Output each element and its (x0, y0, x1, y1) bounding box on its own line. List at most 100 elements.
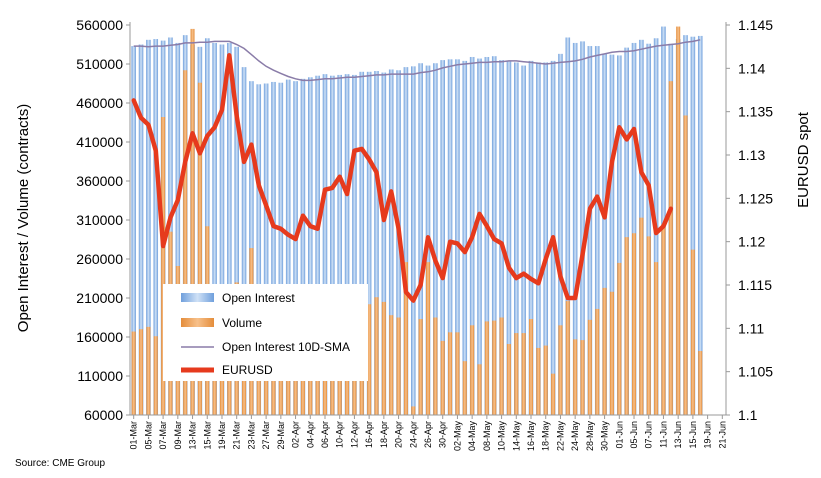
volume-bar (558, 325, 563, 415)
left-tick-label: 260000 (76, 251, 123, 267)
x-tick-label: 16-May (526, 421, 536, 452)
volume-bar (153, 336, 158, 415)
open-interest-bar (352, 74, 357, 416)
x-tick-label: 21-Mar (232, 421, 242, 450)
open-interest-bar (536, 62, 541, 415)
open-interest-bar (293, 81, 298, 415)
open-interest-bar (411, 66, 416, 415)
x-tick-label: 06-Apr (320, 421, 330, 448)
open-interest-bar (528, 60, 534, 415)
open-interest-bar (462, 60, 468, 415)
x-tick-label: 18-May (541, 421, 551, 452)
open-interest-bar (617, 55, 622, 416)
volume-bar (492, 320, 497, 415)
volume-bar (602, 287, 607, 415)
open-interest-bar (212, 42, 217, 415)
volume-bar (661, 223, 666, 415)
volume-bar (190, 28, 195, 416)
volume-bar (646, 236, 651, 415)
open-interest-bar (307, 77, 313, 415)
volume-bar (617, 262, 622, 415)
volume-bar (639, 217, 644, 415)
x-tick-label: 09-Mar (173, 421, 183, 450)
open-interest-bar (690, 36, 696, 415)
open-interest-bar (558, 53, 563, 416)
open-interest-bar (330, 75, 335, 415)
volume-bar (683, 115, 688, 415)
open-interest-bar (646, 43, 652, 415)
x-tick-label: 26-Apr (423, 421, 433, 448)
volume-bar (131, 331, 136, 415)
eurusd-line (131, 53, 674, 303)
x-tick-label: 15-Mar (202, 421, 212, 450)
x-tick-label: 05-Mar (143, 421, 153, 450)
volume-bar (477, 364, 482, 415)
right-tick-label: 1.13 (738, 147, 765, 163)
open-interest-bar (344, 74, 350, 415)
volume-bar (690, 249, 695, 415)
volume-bar (514, 333, 519, 415)
x-tick-label: 20-Apr (394, 421, 404, 448)
volume-bar (161, 117, 166, 415)
volume-bar (551, 373, 556, 415)
open-interest-bar (322, 74, 328, 415)
x-tick-label: 28-May (585, 421, 595, 452)
right-axis-title: EURUSD spot (795, 111, 812, 208)
volume-bar (470, 325, 475, 415)
volume-bar (536, 347, 541, 415)
open-interest-bar (572, 42, 578, 415)
open-interest-bar (271, 81, 276, 415)
open-interest-bar (455, 59, 460, 415)
open-interest-bar (440, 60, 445, 415)
x-tick-label: 30-Apr (438, 421, 448, 448)
volume-bar (197, 82, 202, 415)
left-axis-title: Open Interest / Volume (contracts) (15, 104, 32, 332)
x-tick-label: 08-May (482, 421, 492, 452)
legend-volume-label: Volume (222, 316, 262, 330)
volume-bar (587, 319, 592, 415)
x-tick-label: 16-Apr (364, 421, 374, 448)
open-interest-bar (587, 46, 593, 416)
volume-bar (139, 329, 144, 415)
volume-bar (632, 233, 637, 415)
x-tick-label: 04-Apr (305, 421, 315, 448)
volume-bar (389, 315, 394, 415)
volume-bar (499, 317, 504, 415)
left-tick-label: 310000 (76, 212, 123, 228)
left-tick-label: 360000 (76, 173, 123, 189)
x-tick-label: 30-May (600, 421, 610, 452)
x-tick-label: 10-May (497, 421, 507, 452)
x-tick-label: 19-Jun (703, 421, 713, 449)
left-axis-ticks: 560000 510000 460000 410000 360000 310000 2600… (76, 17, 130, 423)
volume-bar (506, 344, 511, 415)
volume-bar (676, 26, 681, 416)
volume-bar (448, 332, 453, 415)
open-interest-bar (499, 60, 504, 415)
legend-open-interest-label: Open Interest (222, 291, 295, 305)
x-tick-label: 02-May (452, 421, 462, 452)
right-tick-label: 1.135 (738, 104, 773, 120)
open-interest-bar (624, 47, 629, 416)
left-tick-label: 210000 (76, 290, 123, 306)
left-tick-label: 60000 (84, 407, 123, 423)
source-note: Source: CME Group (15, 458, 105, 469)
open-interest-bar (300, 78, 306, 415)
x-tick-label: 02-Apr (291, 421, 301, 448)
open-interest-bar (388, 69, 394, 416)
right-tick-label: 1.145 (738, 17, 773, 33)
volume-bar (440, 340, 445, 415)
open-interest-bar (609, 54, 615, 415)
right-tick-label: 1.11 (738, 320, 764, 336)
volume-bar (573, 339, 578, 415)
volume-bar (381, 301, 386, 415)
open-interest-bar (234, 46, 239, 416)
left-tick-label: 560000 (76, 17, 123, 33)
volume-bar (565, 301, 570, 415)
open-interest-bar (131, 46, 136, 416)
legend-open-interest-swatch (181, 293, 214, 302)
volume-bar (484, 321, 489, 415)
x-tick-label: 01-Jun (614, 421, 624, 449)
legend-sma-label: Open Interest 10D-SMA (222, 340, 350, 354)
open-interest-bar (359, 71, 365, 416)
volume-bar (418, 319, 423, 415)
